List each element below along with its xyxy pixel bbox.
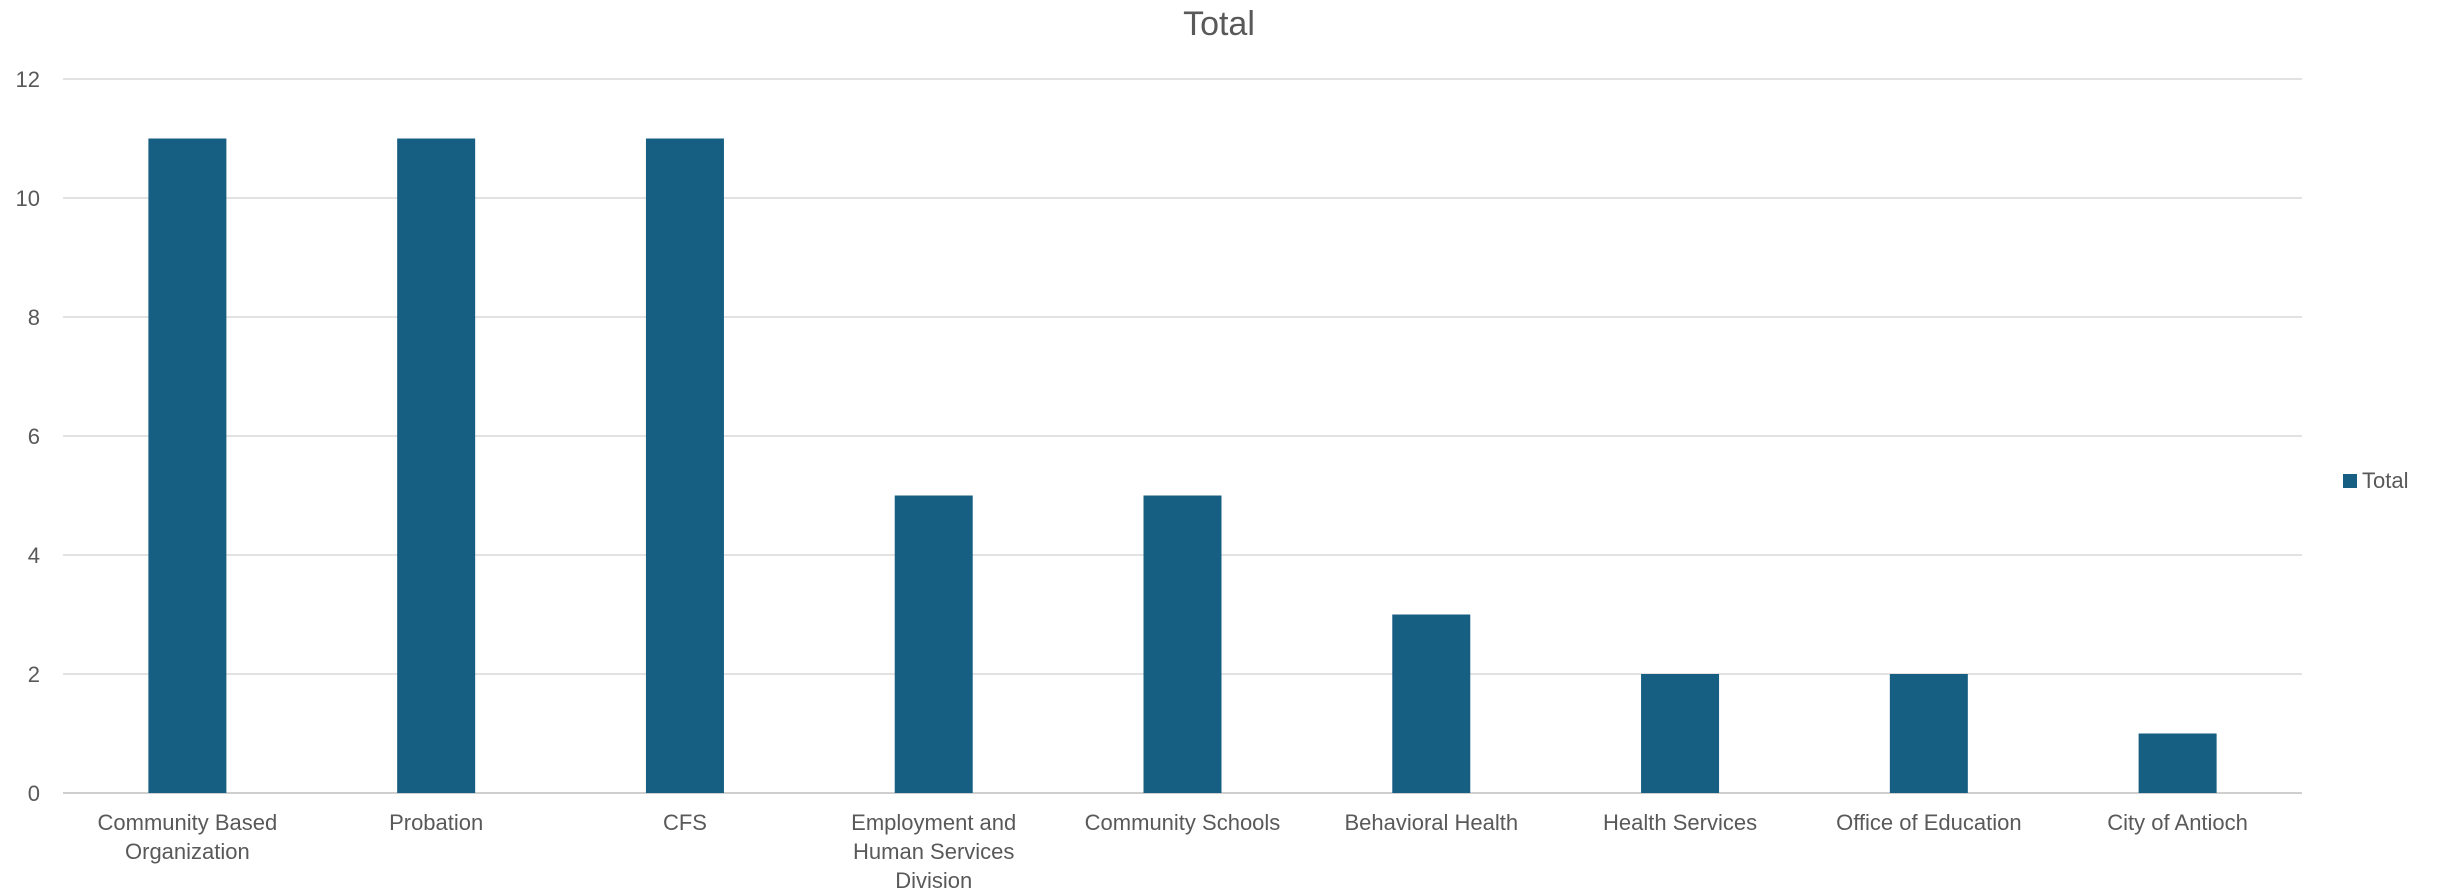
y-tick-label: 10 — [16, 186, 40, 211]
y-axis-ticks: 0 2 4 6 8 10 12 — [16, 67, 40, 806]
y-tick-label: 6 — [28, 424, 40, 449]
bar — [397, 138, 476, 793]
legend-swatch-total — [2343, 474, 2357, 488]
bar — [1392, 614, 1471, 793]
legend-label-total: Total — [2362, 468, 2408, 493]
bars — [148, 138, 2217, 793]
bar — [1641, 674, 1720, 793]
bar — [1889, 674, 1968, 793]
chart-title: Total — [1183, 5, 1255, 43]
x-tick-label: City of Antioch — [2107, 810, 2248, 835]
y-tick-label: 0 — [28, 781, 40, 806]
x-tick-label: CFS — [663, 810, 707, 835]
x-axis-labels: Community Based Organization Probation CFS E… — [98, 810, 2248, 891]
x-tick-label: Probation — [389, 810, 483, 835]
y-tick-label: 2 — [28, 662, 40, 687]
legend: Total — [2343, 468, 2408, 493]
x-tick-label: Community Schools — [1085, 810, 1281, 835]
y-tick-label: 12 — [16, 67, 40, 92]
bar — [645, 138, 724, 793]
bar — [1143, 495, 1222, 793]
x-tick-label: Health Services — [1603, 810, 1757, 835]
x-tick-label: Employment and Human Services Division — [851, 810, 1016, 891]
x-tick-label: Office of Education — [1836, 810, 2022, 835]
bar — [2138, 733, 2217, 793]
x-tick-label: Behavioral Health — [1344, 810, 1518, 835]
bar — [148, 138, 227, 793]
bar — [894, 495, 973, 793]
y-tick-label: 4 — [28, 543, 40, 568]
x-tick-label: Community Based Organization — [98, 810, 278, 864]
y-tick-label: 8 — [28, 305, 40, 330]
